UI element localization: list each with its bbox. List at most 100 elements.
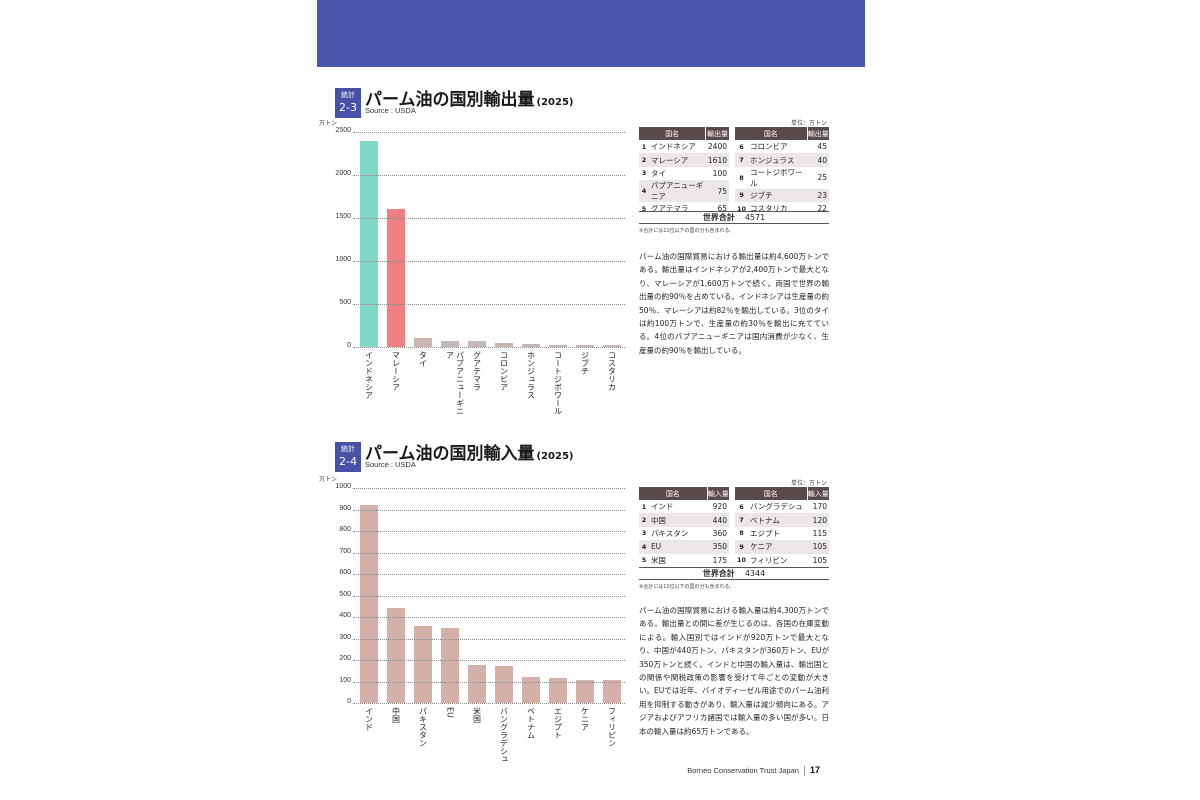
x-tick-label: パキスタン [418,707,428,747]
y-tick-label: 200 [339,655,351,662]
table-row: 10 コスタリカ 22 [737,204,827,214]
import-body-text: パーム油の国際貿易における輸入量は約4,300万トンである。輸出量との間に差が生… [639,606,829,736]
x-tick-label: ジブチ [580,351,590,375]
bar [494,343,513,347]
table-row: 2 中国 440 [639,513,729,527]
plot-area [355,132,625,347]
gridline [353,660,625,661]
y-tick-label: 600 [339,569,351,576]
table-row: 5 グアテマラ 65 [641,204,727,214]
gridline [353,703,625,704]
table-row: 6 バングラデシュ 170 [739,502,827,512]
gridline [353,218,625,219]
x-tick-label: ケニア [580,707,590,731]
table-footnote: ※合計には11位以下の国の分も含まれる。 [639,584,735,590]
col-value: 輸出量 [806,127,829,140]
export-bar-chart: 万トン 0 500 1000 1500 2000 2500 インドネシア マレーシア タイ パプア… [317,118,627,418]
x-tick-label: コロンビア [499,351,509,391]
import-rank-table-right: 国名 輸入量 6 バングラデシュ 170 7 ベトナム 120 8 エジプト 115 9 ケニア… [735,487,829,567]
table-row: 6 コロンビア 45 [739,142,827,152]
x-tick-label: 米国 [472,707,482,723]
magazine-page: 統計 2-3 パーム油の国別輸出量 (2025) Source : USDA 万ト… [317,0,865,800]
col-country: 国名 [735,487,808,500]
bar [413,338,432,347]
table-row: 3 タイ 100 [641,168,727,178]
header-banner [317,0,865,67]
y-tick-label: 100 [339,676,351,684]
x-tick-label: パプアニューギニア [445,351,465,415]
gridline [353,347,625,348]
export-rank-table-right: 国名 輸出量 6 コロンビア 45 7 ホンジュラス 40 8 コートジボワール 25 9 ジブ… [735,127,829,216]
gridline [353,617,625,618]
chart-title: パーム油の国別輸出量 (2025) [365,90,574,110]
bar [359,505,378,703]
import-bar-chart: 万トン 0 100 200 300 400 500 600 700 800 900 1000 インド 中… [317,474,627,774]
y-tick-label: 400 [339,612,351,619]
table-row: 8 コートジボワール 25 [739,167,827,188]
gridline [353,261,625,262]
stat-badge: 統計 2-4 [335,442,361,472]
x-tick-label: タイ [418,351,428,367]
gridline [353,681,625,683]
bar [467,665,486,703]
bar [521,677,540,703]
col-country: 国名 [639,127,706,140]
col-value: 輸出量 [705,127,729,140]
gridline [353,531,625,532]
bar [602,345,621,347]
gridline [353,132,625,133]
export-body-text: パーム油の国際貿易における輸出量は約4,600万トンである。輸出量はインドネシア… [639,252,829,355]
page-number: 17 [809,764,820,775]
bar [548,344,567,347]
gridline [353,574,625,575]
table-row: 9 ケニア 105 [735,540,829,554]
chart-title: パーム油の国別輸入量 (2025) [365,444,574,464]
col-country: 国名 [639,487,708,500]
y-axis-unit: 万トン [319,476,338,483]
footer-divider [803,766,805,776]
y-tick-label: 300 [339,633,351,641]
gridline [353,509,625,511]
world-total: 世界合計 4344 [639,567,829,580]
table-footnote: ※合計には11位以下の国の分も含まれる。 [639,228,735,234]
world-total: 世界合計 4571 [639,211,829,224]
gridline [353,595,625,597]
table-row: 9 ジブチ 23 [735,188,829,203]
x-tick-label: EU [445,707,455,718]
table-row: 4 パプアニューギニア 75 [639,180,729,203]
gridline [353,638,625,640]
bar [413,625,432,703]
bar [575,345,594,347]
x-tick-label: ホンジュラス [526,351,536,399]
table-row: 8 エジプト 115 [739,528,827,538]
bar [467,341,486,347]
bar [548,678,567,703]
table-unit: 単位：万トン [790,480,827,487]
y-tick-label: 500 [339,299,351,306]
chart-source: Source : USDA [365,460,416,469]
bar [386,608,405,703]
table-row: 7 ホンジュラス 40 [735,153,829,167]
page-footer: Borneo Conservation Trust Japan 17 [687,765,820,776]
x-tick-label: インドネシア [364,351,374,399]
bar [521,343,540,347]
bar [494,666,513,703]
y-tick-label: 1000 [335,256,351,263]
chart-source: Source : USDA [365,106,416,115]
x-tick-label: 中国 [391,707,401,723]
col-value: 輸入量 [706,487,729,500]
y-tick-label: 1000 [335,483,351,490]
table-row: 1 インドネシア 2400 [641,142,727,152]
table-row: 3 パキスタン 360 [641,528,727,538]
gridline [353,175,625,176]
gridline [353,304,625,305]
table-row: 2 マレーシア 1610 [639,153,729,167]
stat-badge: 統計 2-3 [335,88,361,118]
table-row: 5 米国 175 [641,555,727,565]
table-row: 4 EU 350 [639,540,729,554]
y-tick-label: 0 [347,342,351,349]
y-tick-label: 700 [339,547,351,555]
x-tick-label: ベトナム [526,707,536,739]
table-row: 10 フィリピン 105 [737,555,827,565]
